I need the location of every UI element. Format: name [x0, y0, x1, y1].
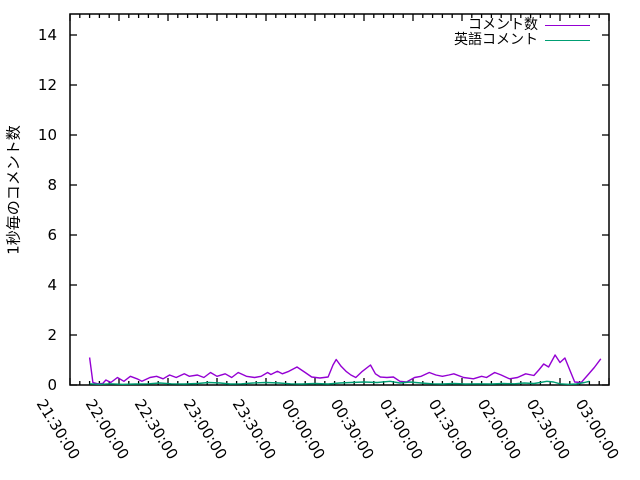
legend-label-english-comments: 英語コメント [454, 32, 538, 48]
y-tick-label: 8 [47, 176, 57, 194]
legend-line-swatch-english-comments [545, 40, 590, 41]
y-tick-label: 12 [37, 76, 57, 94]
legend-line-swatch-comments [545, 25, 590, 26]
y-tick-label: 4 [47, 276, 57, 294]
legend-entry-comments: コメント数 [454, 18, 590, 33]
y-tick-label: 0 [47, 376, 57, 394]
legend: コメント数 英語コメント [454, 18, 590, 48]
series-line [89, 380, 590, 385]
legend-label-comments: コメント数 [468, 17, 538, 33]
y-tick-label: 10 [37, 126, 57, 144]
series-line [88, 354, 602, 385]
y-tick-label: 2 [47, 326, 57, 344]
y-tick-label: 6 [47, 226, 57, 244]
y-tick-label: 14 [37, 26, 57, 44]
legend-entry-english-comments: 英語コメント [454, 33, 590, 48]
